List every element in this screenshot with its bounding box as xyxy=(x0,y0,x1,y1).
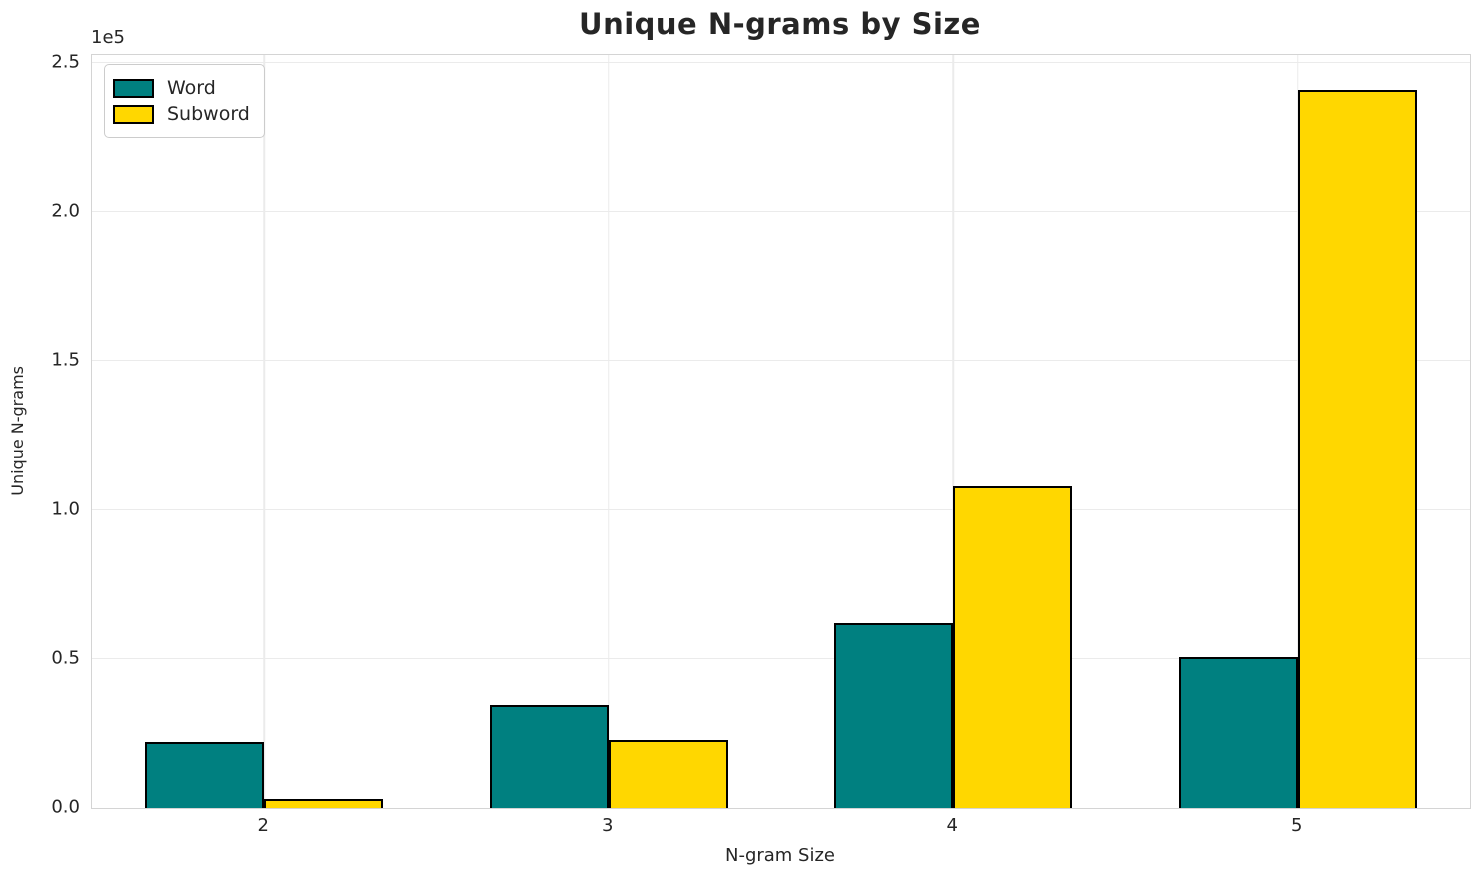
legend: Word Subword xyxy=(104,64,265,138)
plot-area: Word Subword xyxy=(91,54,1471,809)
legend-label: Subword xyxy=(167,103,250,125)
bar-subword-4 xyxy=(953,486,1073,808)
x-axis-label: N-gram Size xyxy=(724,845,836,866)
y-axis-ticks: 0.0 0.5 1.0 1.5 2.0 2.5 xyxy=(0,51,80,818)
h-gridline xyxy=(92,657,1470,660)
x-tick-label: 4 xyxy=(946,815,958,836)
legend-label: Word xyxy=(167,77,216,99)
x-tick-label: 2 xyxy=(257,815,269,836)
bar-subword-2 xyxy=(264,799,384,808)
x-axis-ticks: 2 3 4 5 xyxy=(0,815,1484,843)
y-tick-label: 1.0 xyxy=(51,498,80,520)
bar-word-2 xyxy=(145,742,265,808)
bar-subword-5 xyxy=(1297,89,1417,808)
v-gridline xyxy=(263,55,265,808)
bar-word-3 xyxy=(489,705,609,808)
y-axis-offset-text: 1e5 xyxy=(91,27,125,48)
legend-swatch xyxy=(113,104,154,124)
y-tick-label: 2.0 xyxy=(51,200,80,222)
y-tick-label: 0.5 xyxy=(51,647,80,669)
h-gridline xyxy=(92,210,1470,213)
v-gridline xyxy=(608,55,610,808)
bar-word-4 xyxy=(834,623,954,808)
bar-subword-3 xyxy=(608,740,728,808)
x-tick-label: 3 xyxy=(602,815,614,836)
h-gridline xyxy=(92,359,1470,362)
h-gridline xyxy=(92,61,1470,64)
chart-title: Unique N-grams by Size xyxy=(579,7,981,41)
h-gridline xyxy=(92,508,1470,511)
y-tick-label: 0.0 xyxy=(51,796,80,818)
legend-item-word: Word xyxy=(113,77,250,99)
x-tick-label: 5 xyxy=(1291,815,1303,836)
legend-item-subword: Subword xyxy=(113,103,250,125)
y-tick-label: 2.5 xyxy=(51,51,80,73)
legend-swatch xyxy=(113,78,154,98)
v-gridline xyxy=(952,55,954,808)
bar-word-5 xyxy=(1178,657,1298,808)
y-tick-label: 1.5 xyxy=(51,349,80,371)
